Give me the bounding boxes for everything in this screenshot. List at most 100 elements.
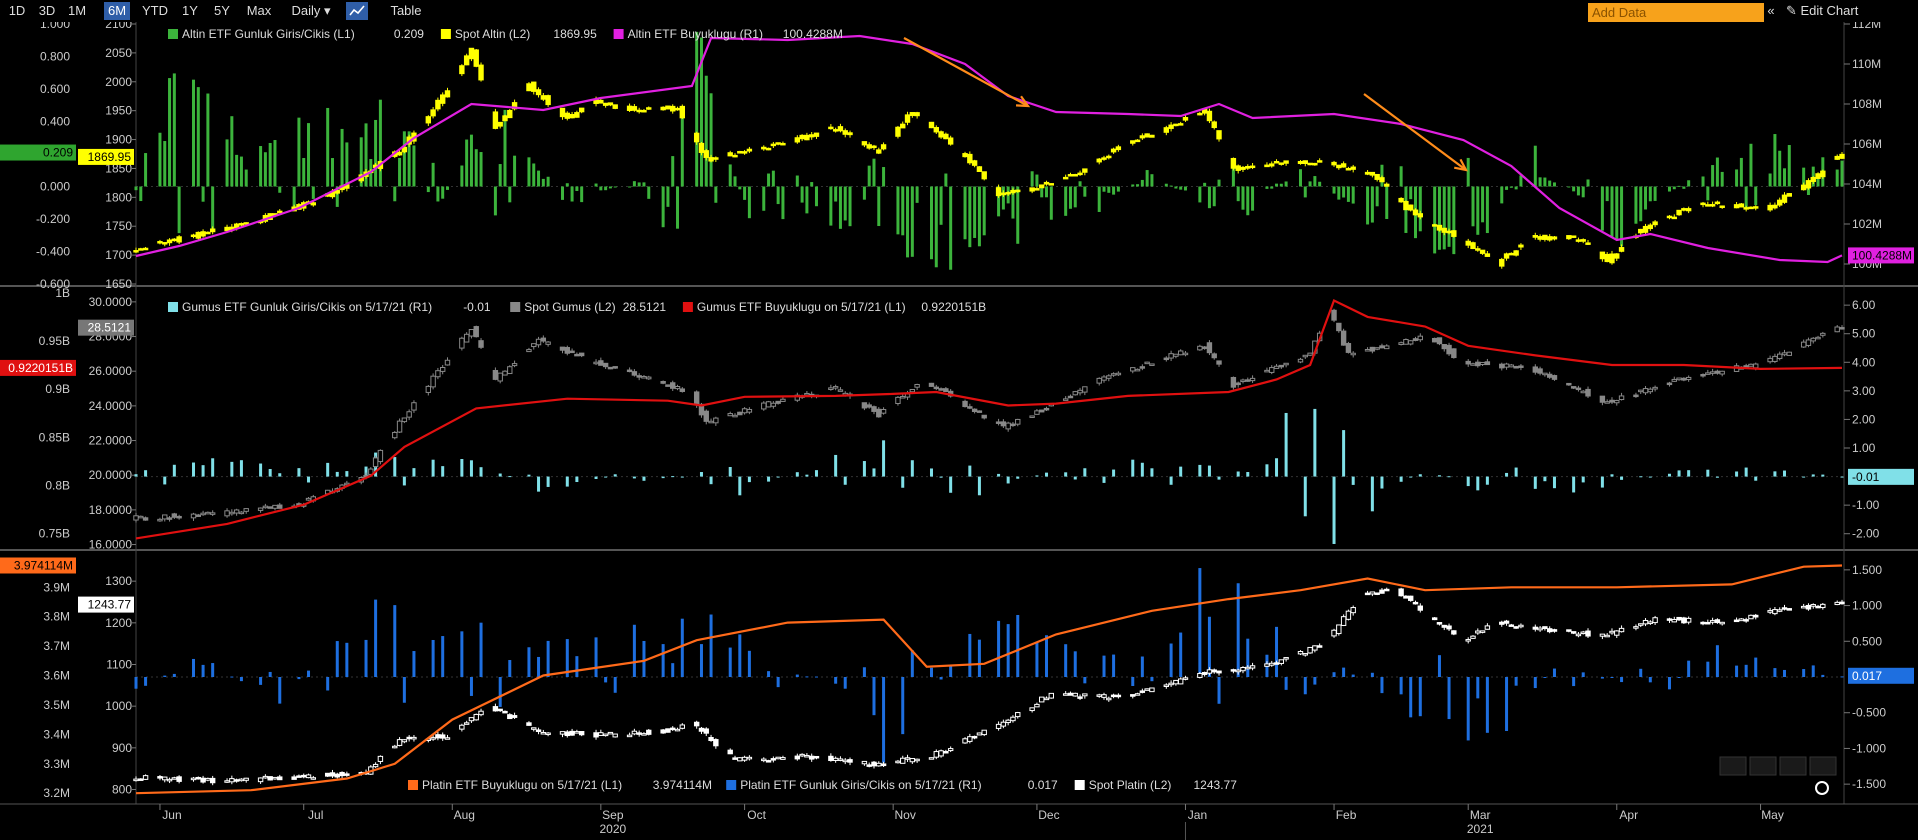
flow-bar bbox=[1279, 183, 1283, 187]
flow-bar bbox=[278, 677, 282, 704]
frequency-dropdown[interactable]: Daily ▾ bbox=[291, 3, 331, 18]
spot-candle bbox=[1743, 619, 1749, 622]
flow-bar bbox=[172, 464, 176, 477]
table-view-button[interactable]: Table bbox=[390, 3, 422, 18]
spot-candle bbox=[1566, 629, 1572, 632]
spot-candle bbox=[545, 341, 551, 345]
spot-candle bbox=[1575, 633, 1582, 637]
flow-bar bbox=[680, 110, 684, 187]
flow-bar bbox=[977, 639, 981, 677]
spot-candle bbox=[1470, 635, 1476, 639]
pencil-icon bbox=[1749, 756, 1777, 776]
collapse-icon[interactable]: « bbox=[1767, 3, 1775, 18]
flow-bar bbox=[340, 128, 344, 187]
month-label: Oct bbox=[747, 808, 766, 822]
spot-candle bbox=[895, 126, 901, 137]
flow-bar bbox=[378, 99, 382, 187]
spot-candle bbox=[1029, 415, 1035, 418]
spot-candle bbox=[559, 346, 566, 351]
spot-candle bbox=[1398, 342, 1404, 345]
spot-candle bbox=[1249, 165, 1256, 169]
spot-candle bbox=[1676, 377, 1682, 381]
range-button-6m[interactable]: 6M bbox=[104, 2, 130, 20]
line-chart-icon[interactable] bbox=[346, 2, 368, 20]
spot-candle bbox=[761, 758, 767, 762]
flow-bar bbox=[613, 186, 617, 188]
tick-label-l2: 1700 bbox=[105, 248, 132, 262]
spot-candle bbox=[909, 388, 916, 393]
flow-bar bbox=[805, 186, 809, 214]
spot-candle bbox=[224, 510, 230, 517]
spot-candle bbox=[1441, 624, 1447, 628]
legend-label: Altin ETF Gunluk Giris/Cikis (L1) bbox=[182, 27, 355, 41]
legend-value: 0.9220151B bbox=[921, 300, 986, 314]
spot-candle bbox=[1144, 688, 1150, 691]
flow-bar bbox=[1083, 468, 1087, 477]
flow-bar bbox=[1572, 186, 1576, 192]
spot-candle bbox=[1015, 418, 1021, 425]
flow-bar bbox=[1409, 677, 1413, 718]
flow-bar bbox=[709, 476, 713, 485]
spot-candle bbox=[334, 773, 340, 778]
spot-candle bbox=[540, 732, 547, 735]
flow-bar bbox=[1581, 672, 1585, 677]
flow-bar bbox=[163, 141, 167, 187]
flow-bar bbox=[929, 468, 933, 477]
tick-label-r1: 6.00 bbox=[1852, 298, 1876, 312]
spot-candle bbox=[880, 409, 887, 414]
badge-platinum-spot: 1243.77 bbox=[88, 598, 132, 612]
legend-value: 0.209 bbox=[394, 27, 424, 41]
range-button-ytd[interactable]: YTD bbox=[142, 3, 168, 18]
range-button-max[interactable]: Max bbox=[246, 3, 272, 18]
range-button-1d[interactable]: 1D bbox=[8, 3, 26, 18]
spot-candle bbox=[914, 384, 920, 388]
spot-candle bbox=[1408, 204, 1414, 211]
tick-label-l1: 3.7M bbox=[43, 639, 70, 653]
add-data-input[interactable] bbox=[1588, 3, 1764, 22]
flow-bar bbox=[1169, 476, 1173, 485]
spot-candle bbox=[612, 104, 618, 109]
spot-candle bbox=[1149, 687, 1155, 693]
legend-value: 28.5121 bbox=[623, 300, 667, 314]
spot-candle bbox=[535, 89, 542, 96]
spot-candle bbox=[1633, 626, 1639, 629]
spot-candle bbox=[967, 736, 973, 742]
flow-bar bbox=[1514, 677, 1518, 686]
spot-candle bbox=[1417, 335, 1423, 341]
badge-silver-size: 0.9220151B bbox=[8, 361, 73, 375]
flow-bar bbox=[1183, 186, 1187, 191]
range-button-5y[interactable]: 5Y bbox=[214, 3, 230, 18]
flow-bar bbox=[1284, 677, 1288, 690]
flow-bar bbox=[1399, 677, 1403, 695]
flow-bar bbox=[1687, 180, 1691, 187]
spot-candle bbox=[607, 102, 614, 106]
spot-candle bbox=[1173, 123, 1179, 127]
flow-bar bbox=[1471, 186, 1475, 227]
flow-bar bbox=[637, 182, 641, 187]
spot-candle bbox=[1230, 157, 1237, 169]
tick-label-l2: 1200 bbox=[105, 616, 132, 630]
spot-candle bbox=[310, 777, 317, 780]
spot-candle bbox=[396, 739, 403, 746]
spot-candle bbox=[209, 228, 216, 233]
range-button-3d[interactable]: 3D bbox=[38, 3, 56, 18]
edit-chart-button[interactable]: ✎ Edit Chart bbox=[1786, 2, 1896, 20]
flow-bar bbox=[738, 186, 742, 190]
flow-bar bbox=[1284, 181, 1288, 187]
spot-candle bbox=[770, 143, 777, 147]
range-button-1m[interactable]: 1M bbox=[67, 3, 87, 18]
spot-candle bbox=[1039, 409, 1045, 413]
spot-candle bbox=[334, 190, 340, 194]
flow-bar bbox=[1711, 165, 1715, 187]
spot-candle bbox=[847, 132, 853, 136]
flow-bar bbox=[1150, 174, 1154, 187]
spot-candle bbox=[1642, 619, 1649, 625]
tick-label-l1: 3.5M bbox=[43, 698, 70, 712]
spot-candle bbox=[535, 338, 542, 346]
spot-candle bbox=[1115, 694, 1122, 698]
range-button-1y[interactable]: 1Y bbox=[182, 3, 198, 18]
spot-candle bbox=[459, 724, 465, 730]
trend-arrow-1-head bbox=[1015, 95, 1031, 108]
flow-bar bbox=[848, 186, 852, 227]
spot-candle bbox=[1412, 601, 1419, 605]
